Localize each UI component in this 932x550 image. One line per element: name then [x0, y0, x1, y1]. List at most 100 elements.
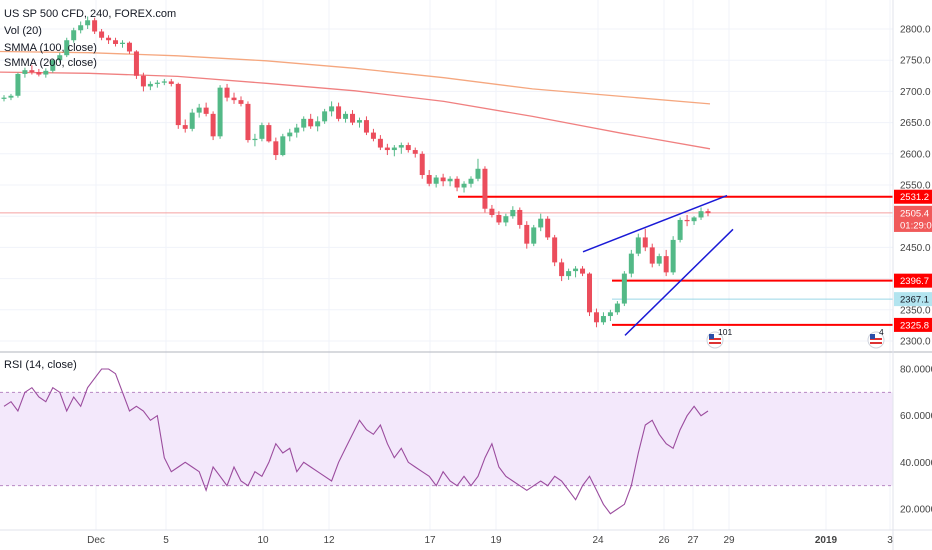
smma200-legend[interactable]: SMMA (200, close): [4, 57, 97, 69]
candle-body: [398, 145, 404, 148]
candle-body: [559, 262, 565, 277]
candle-body: [133, 51, 139, 76]
candle-body: [343, 113, 349, 119]
rsi-tick-label: 60.0000: [900, 411, 932, 422]
rsi-polyline: [3, 368, 709, 515]
candle-body: [154, 82, 160, 84]
candle-body: [1, 97, 7, 99]
time-tick-label: 19: [490, 535, 502, 546]
candles: [1, 16, 711, 328]
candle-body: [489, 208, 495, 215]
bar-countdown-label: 01:29:03: [900, 220, 932, 231]
candle-body: [426, 175, 432, 184]
rsi-band: [0, 392, 893, 486]
smma-line-100: [0, 50, 711, 105]
candle-body: [635, 237, 641, 254]
candle-body: [475, 168, 481, 179]
candle-body: [391, 147, 397, 151]
rsi-line: [3, 368, 709, 515]
candle-body: [217, 87, 223, 137]
candle-body: [85, 20, 91, 26]
bar-countdown-label-bg: [894, 217, 932, 232]
flag-stripe: [870, 338, 882, 340]
candle-body: [517, 209, 523, 225]
symbol-legend[interactable]: US SP 500 CFD, 240, FOREX.com: [4, 8, 177, 20]
rsi-tick-label: 40.0000: [900, 458, 932, 469]
candle-body: [510, 209, 516, 217]
price-tick-label: 2700.0: [900, 87, 931, 98]
time-tick-label: 27: [687, 535, 699, 546]
smma100-legend[interactable]: SMMA (100, close): [4, 42, 97, 54]
candle-body: [50, 60, 56, 71]
price-label-bg: [894, 273, 932, 288]
volume-legend[interactable]: Vol (20): [4, 25, 42, 37]
candle-body: [538, 218, 544, 228]
price-label-bg: [894, 317, 932, 332]
candle-body: [259, 125, 265, 139]
last-price-label: 2505.4: [900, 208, 929, 219]
candle-body: [440, 177, 446, 182]
candle-body: [196, 107, 202, 113]
price-tick-label: 2550.0: [900, 181, 931, 192]
candle-body: [245, 103, 251, 141]
wedge-upper-trendline[interactable]: [582, 194, 728, 253]
time-tick-label: 5: [163, 535, 169, 546]
candle-body: [36, 72, 42, 75]
candle-body: [468, 178, 474, 184]
candle-body: [287, 132, 293, 137]
info-price-label: 2367.1: [900, 295, 929, 306]
candle-body: [649, 247, 655, 264]
flag-stripe: [870, 342, 882, 344]
candle-body: [294, 127, 300, 133]
time-tick-label: 17: [424, 535, 436, 546]
candle-body: [106, 37, 112, 41]
candle-body: [64, 40, 70, 56]
candle-body: [147, 83, 153, 87]
event-count: 4: [879, 327, 884, 337]
candle-body: [161, 81, 167, 83]
candle-body: [433, 177, 439, 184]
price-label: 2531.2: [900, 192, 929, 203]
candle-body: [203, 107, 209, 114]
trendlines[interactable]: [582, 194, 734, 336]
candle-body: [531, 227, 537, 244]
candle-body: [698, 211, 704, 218]
candle-body: [628, 253, 634, 274]
event-markers[interactable]: 101 4: [706, 327, 885, 349]
candle-body: [224, 87, 230, 98]
time-axis[interactable]: Dec 5 10 12 17 19 24 26 27 29 2019 3: [87, 535, 893, 546]
candle-body: [168, 81, 174, 84]
time-tick-label: 3: [887, 535, 893, 546]
candle-body: [119, 42, 125, 44]
candle-body: [656, 256, 662, 264]
rsi-tick-label: 20.0000: [900, 505, 932, 516]
price-axis[interactable]: 2800.02750.02700.02650.02600.02550.02500…: [894, 25, 932, 516]
candle-body: [8, 95, 14, 98]
info-price-label-bg: [894, 292, 932, 307]
candle-body: [252, 138, 258, 141]
candle-body: [336, 106, 342, 119]
candle-body: [329, 106, 335, 112]
candle-body: [573, 268, 579, 272]
candle-body: [461, 183, 467, 188]
horizontal-lines[interactable]: [0, 195, 893, 326]
candle-body: [350, 113, 356, 123]
time-tick-label: Dec: [87, 535, 105, 546]
candle-body: [705, 211, 711, 214]
price-tick-label: 2750.0: [900, 56, 931, 67]
candle-body: [210, 113, 216, 137]
candle-body: [126, 42, 132, 52]
time-tick-label: 24: [592, 535, 604, 546]
time-tick-label: 26: [658, 535, 670, 546]
flag-canton: [709, 334, 714, 339]
candle-body: [614, 303, 620, 313]
rsi-legend[interactable]: RSI (14, close): [4, 359, 77, 371]
smma-lines: [0, 50, 711, 150]
smma-line-200: [0, 71, 711, 150]
wedge-lower-trendline[interactable]: [624, 228, 734, 336]
candle-body: [301, 118, 307, 128]
flag-canton: [870, 334, 875, 339]
price-tick-label: 2450.0: [900, 243, 931, 254]
candle-body: [384, 147, 390, 151]
